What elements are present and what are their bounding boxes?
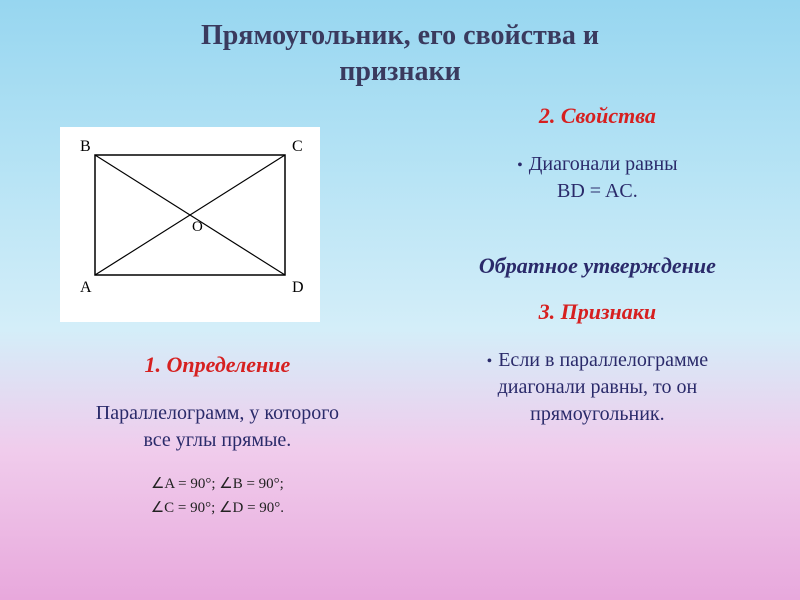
label-d: D: [292, 279, 304, 296]
sign-line-1: Если в параллелограмме: [498, 347, 708, 374]
label-a: A: [80, 279, 92, 296]
definition-line-2: все углы прямые.: [143, 429, 291, 451]
sign-line-3: прямоугольник.: [425, 401, 770, 428]
title-line-1: Прямоугольник, его свойства и: [201, 20, 599, 51]
content-area: B C A D O 1. Определение Параллелограмм,…: [0, 99, 800, 520]
formula-line-2: ∠C = 90°; ∠D = 90°.: [30, 496, 405, 520]
diagram-svg: B C A D O: [60, 127, 320, 322]
bullet-icon: •: [487, 351, 493, 373]
bullet-icon: •: [517, 155, 523, 177]
heading-reverse: Обратное утверждение: [425, 253, 770, 279]
sign-bullet: • Если в параллелограмме: [425, 347, 770, 374]
angle-formulas: ∠A = 90°; ∠B = 90°; ∠C = 90°; ∠D = 90°.: [30, 472, 405, 520]
left-column: B C A D O 1. Определение Параллелограмм,…: [30, 99, 415, 520]
label-c: C: [292, 138, 303, 155]
formula-line-1: ∠A = 90°; ∠B = 90°;: [30, 472, 405, 496]
page-title: Прямоугольник, его свойства и признаки: [0, 0, 800, 91]
heading-signs: 3. Признаки: [425, 299, 770, 325]
title-line-2: признаки: [339, 56, 461, 87]
rectangle-diagram: B C A D O: [60, 127, 320, 322]
property-line-1: Диагонали равны: [529, 151, 678, 178]
right-column: 2. Свойства • Диагонали равны BD = AC. О…: [415, 99, 770, 520]
definition-text: Параллелограмм, у которого все углы прям…: [30, 400, 405, 454]
label-o: O: [192, 219, 203, 235]
definition-line-1: Параллелограмм, у которого: [96, 402, 339, 424]
property-bullet: • Диагонали равны: [425, 151, 770, 178]
heading-definition: 1. Определение: [30, 352, 405, 378]
property-line-2: BD = AC.: [425, 178, 770, 205]
signs-text: • Если в параллелограмме диагонали равны…: [425, 347, 770, 428]
properties-text: • Диагонали равны BD = AC.: [425, 151, 770, 205]
label-b: B: [80, 138, 91, 155]
sign-line-2: диагонали равны, то он: [425, 374, 770, 401]
heading-properties: 2. Свойства: [425, 103, 770, 129]
